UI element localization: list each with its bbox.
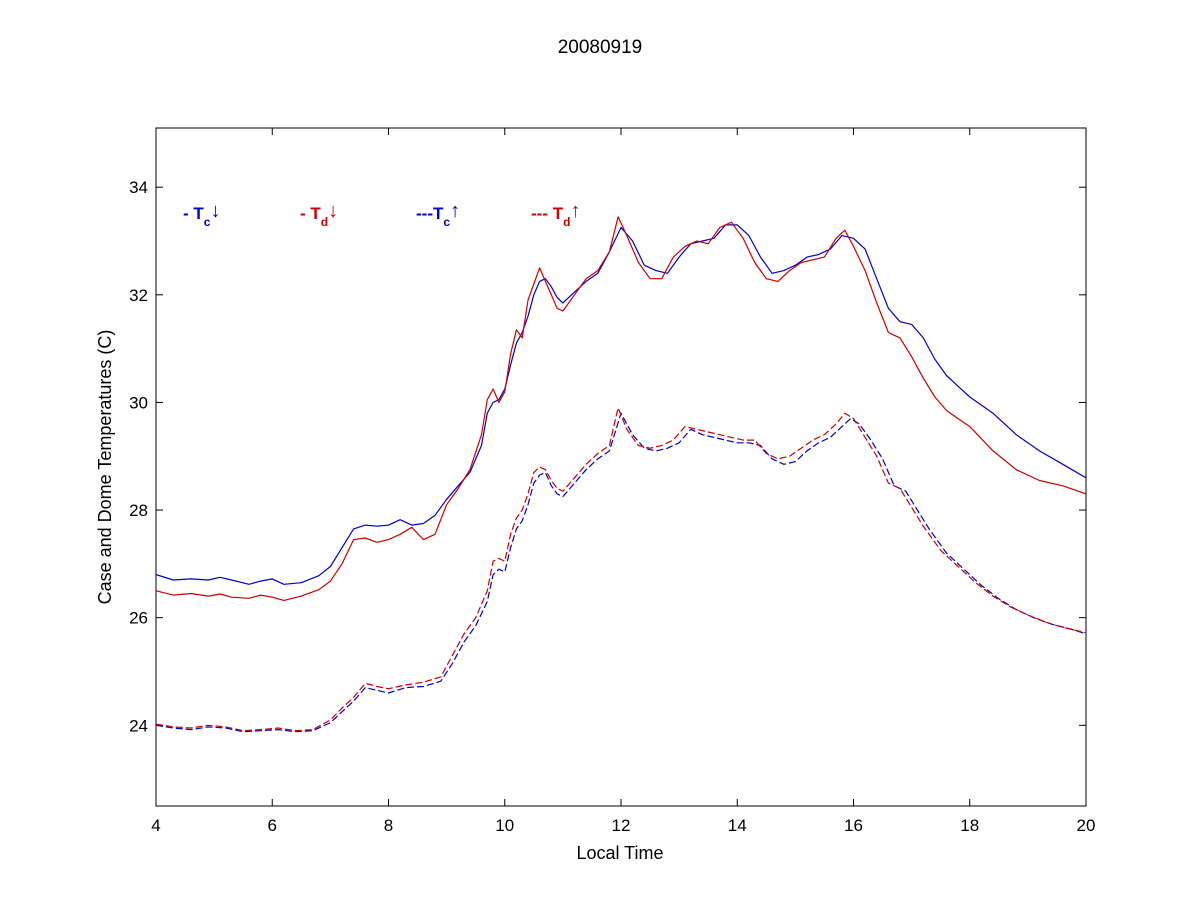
x-axis-label: Local Time — [576, 843, 663, 863]
data-series — [156, 216, 1086, 733]
x-tick-label: 18 — [960, 816, 979, 835]
legend-entry-4: --- Td↑ — [531, 200, 580, 229]
y-tick-label: 26 — [129, 609, 148, 628]
x-tick-label: 8 — [384, 816, 393, 835]
x-tick-label: 14 — [728, 816, 747, 835]
axis-ticks: 4 6 8 10 12 14 16 18 20 24 26 28 30 32 34 — [129, 128, 1095, 835]
legend: - Tc↓ - Td↓ ---Tc↑ --- Td↑ — [183, 200, 580, 229]
series-line-2 — [156, 216, 1086, 602]
x-tick-label: 10 — [495, 816, 514, 835]
y-axis-label: Case and Dome Temperatures (C) — [95, 330, 115, 605]
series-line-3 — [156, 412, 1086, 733]
series-line-1 — [156, 224, 1086, 585]
y-tick-label: 30 — [129, 393, 148, 412]
legend-entry-3: ---Tc↑ — [416, 200, 460, 229]
legend-entry-2: - Td↓ — [300, 200, 338, 229]
x-tick-label: 20 — [1077, 816, 1096, 835]
y-tick-label: 24 — [129, 716, 148, 735]
chart-title: 20080919 — [558, 37, 643, 58]
x-tick-label: 6 — [268, 816, 277, 835]
y-tick-label: 28 — [129, 501, 148, 520]
y-tick-label: 32 — [129, 286, 148, 305]
legend-entry-1: - Tc↓ — [183, 200, 220, 229]
y-tick-label: 34 — [129, 178, 148, 197]
x-tick-label: 4 — [151, 816, 160, 835]
x-tick-label: 12 — [612, 816, 631, 835]
plot-area — [155, 127, 1087, 807]
series-line-4 — [156, 407, 1086, 732]
x-tick-label: 16 — [844, 816, 863, 835]
